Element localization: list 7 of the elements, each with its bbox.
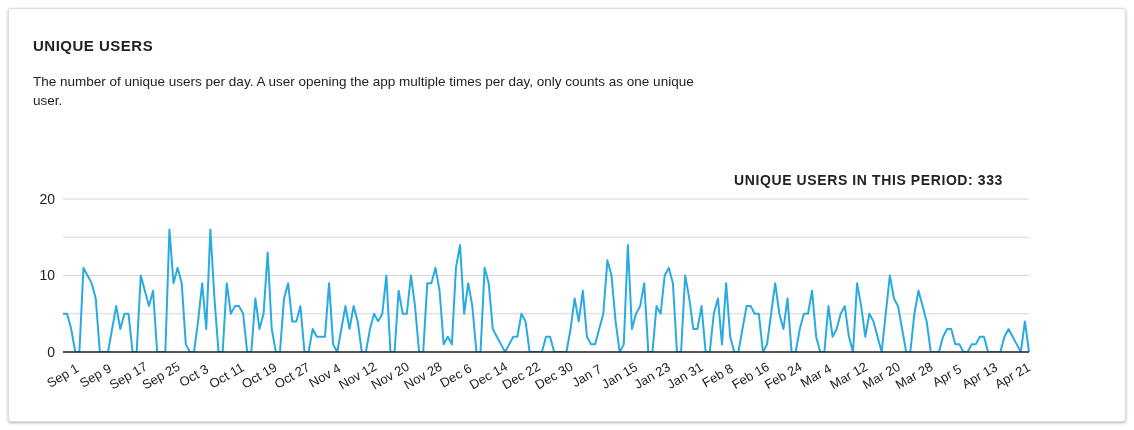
line-series [62, 228, 1030, 352]
chart-subtitle: The number of unique users per day. A user opening the app multiple times per day, only counts as one unique user. [33, 73, 695, 110]
y-tick-label: 0 [47, 343, 56, 360]
y-tick-label: 10 [39, 267, 56, 284]
text: UNIQUE USERS IN THIS PERIOD: 333 [734, 172, 1003, 188]
y-tick-label: 20 [39, 190, 56, 207]
chart-title: UNIQUE USERS [33, 37, 154, 54]
